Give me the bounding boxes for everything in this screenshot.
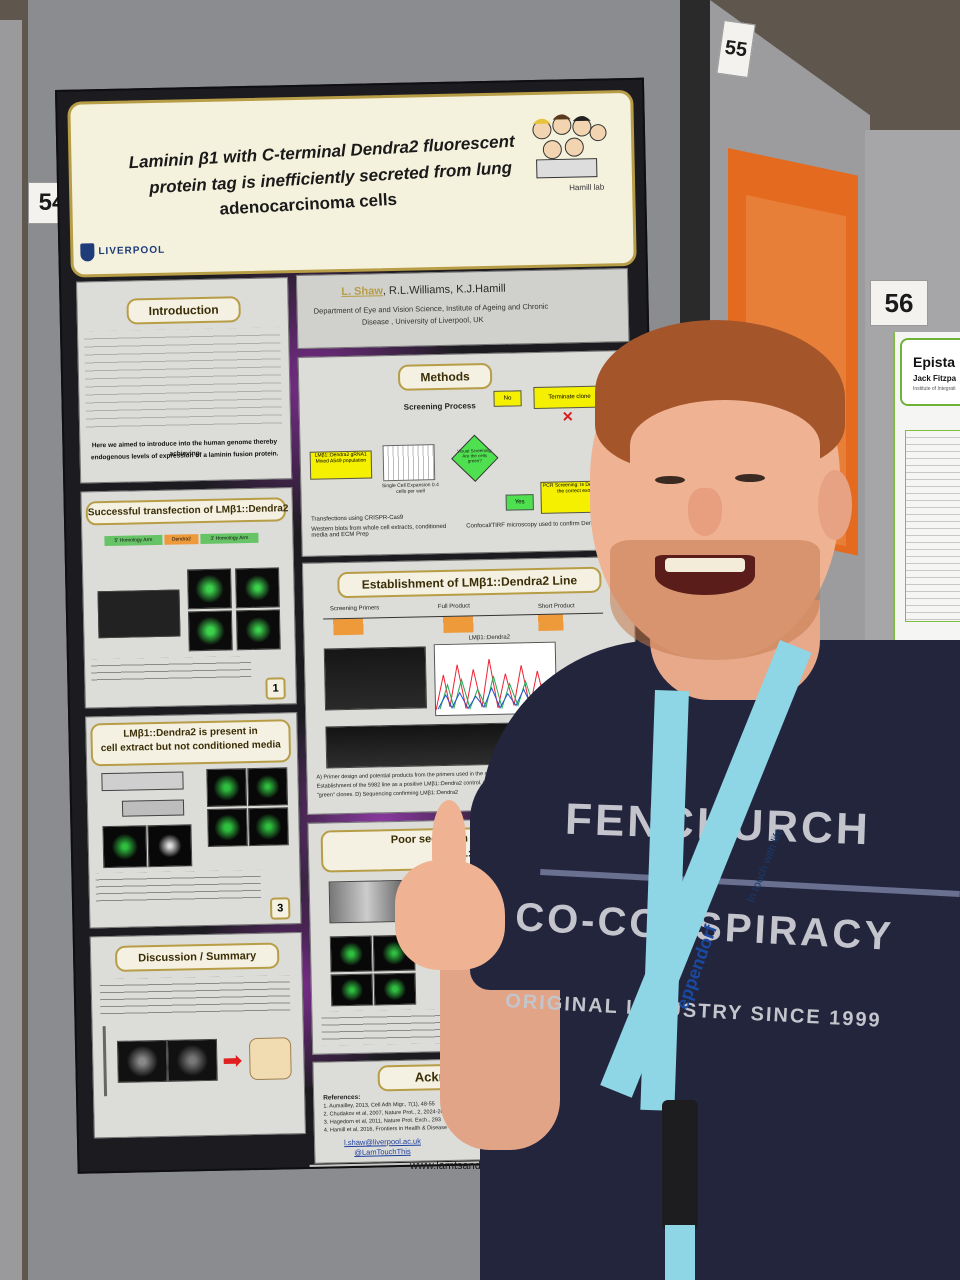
- extract-micrograph-3: [206, 768, 248, 807]
- discussion-image-1: [116, 1039, 168, 1083]
- establishment-title: Establishment of LMβ1::Dendra2 Line: [337, 566, 602, 599]
- poor-secretion-micrograph-1: [329, 935, 373, 973]
- left-eye: [655, 476, 685, 484]
- extract-micrograph-5: [207, 808, 248, 847]
- references-title: References:: [323, 1093, 361, 1102]
- no-box: No: [493, 390, 522, 407]
- lab-name: Hamill lab: [569, 182, 605, 193]
- western-blot-2: [121, 799, 185, 817]
- cell-cartoon-icon: [248, 1037, 292, 1081]
- lanyard-clip: [662, 1100, 698, 1230]
- right-eye: [735, 474, 765, 482]
- transfection-micrograph-4: [235, 609, 281, 651]
- other-authors: , R.L.Williams, K.J.Hamill: [382, 282, 506, 298]
- cell-extract-title-2: cell extract but not conditioned media: [100, 739, 281, 755]
- visual-screening-label: Visual Screening: Are the cells green?: [457, 447, 493, 464]
- contact-twitter[interactable]: @LamTouchThis: [354, 1146, 411, 1157]
- right-poster-author: Jack Fitzpa: [913, 374, 957, 383]
- right-poster-title-box: [900, 338, 960, 406]
- thumb: [432, 800, 466, 880]
- transfection-micrograph-2: [235, 567, 280, 609]
- lanyard-bottom: [665, 1225, 695, 1280]
- dendra-segment: Dendra2: [164, 534, 199, 545]
- cell-extract-title: LMβ1::Dendra2 is present in cell extract…: [90, 719, 292, 767]
- lmb1-box: LMβ1::Dendra2 gRNA1 Mixed A549 populatio…: [309, 450, 373, 480]
- terminate-cross-icon: ✕: [561, 408, 574, 425]
- ear: [818, 470, 852, 540]
- screening-primers-label: Screening Primers: [329, 605, 380, 613]
- extract-legend: [95, 869, 262, 904]
- teeth: [665, 558, 745, 572]
- introduction-title: Introduction: [126, 296, 241, 325]
- discussion-bullets: [99, 975, 291, 1020]
- western-blot-1: [101, 771, 184, 792]
- left-board-strip: [0, 20, 22, 1280]
- right-poster-affil: Institute of Integrati: [913, 386, 956, 392]
- extract-micrograph-6: [248, 807, 289, 847]
- board-number-56: 56: [870, 280, 928, 326]
- transfection-gel-image: [97, 589, 181, 639]
- homology-arm-3: 3' Homology Arm: [200, 532, 259, 545]
- lab-cartoon-icon: [528, 110, 609, 182]
- arrow-right-icon: ➡: [222, 1047, 243, 1075]
- discussion-title: Discussion / Summary: [114, 942, 280, 972]
- establishment-gel: [323, 646, 428, 711]
- extract-panel-number: 3: [269, 897, 291, 920]
- introduction-body: [84, 327, 283, 432]
- transfection-panel-number: 1: [265, 677, 286, 700]
- extract-micrograph-4: [247, 767, 289, 807]
- short-product-label: Short Product: [537, 603, 575, 610]
- single-cell-label: Single Cell Expansion 0.4 cells per well: [381, 482, 439, 495]
- well-plate-icon: [382, 444, 436, 482]
- extract-micrograph-2: [147, 824, 193, 868]
- contact-email[interactable]: l.shaw@liverpool.ac.uk: [344, 1136, 422, 1148]
- right-poster-title: Epista: [913, 354, 956, 370]
- homology-arm-5: 5' Homology Arm: [104, 534, 163, 547]
- full-product-label: Full Product: [437, 603, 470, 611]
- yes-box: Yes: [505, 494, 534, 511]
- nose: [688, 488, 722, 536]
- first-author: L. Shaw: [341, 285, 383, 299]
- transfection-title: Successful transfection of LMβ1::Dendra2: [85, 497, 289, 526]
- transfection-micrograph-1: [187, 568, 232, 610]
- visual-screening-diamond: [449, 433, 500, 484]
- laminin-cross-icon: [102, 1025, 120, 1097]
- sanger-label: LMβ1::Dendra2: [468, 634, 511, 642]
- transfection-legend: [90, 656, 252, 682]
- right-poster-text-block: [905, 430, 960, 622]
- university-crest-icon: [80, 243, 95, 262]
- poor-secretion-micrograph-4: [373, 972, 417, 1006]
- poor-secretion-micrograph-3: [330, 973, 374, 1007]
- methods-title: Methods: [397, 362, 493, 391]
- university-name: LIVERPOOL: [98, 244, 166, 258]
- research-poster: Laminin β1 with C-terminal Dendra2 fluor…: [55, 77, 667, 1174]
- discussion-image-2: [166, 1038, 218, 1082]
- extract-micrograph-1: [102, 825, 148, 869]
- forehead: [630, 400, 820, 490]
- transfection-micrograph-3: [187, 610, 233, 652]
- screening-process-label: Screening Process: [403, 401, 476, 412]
